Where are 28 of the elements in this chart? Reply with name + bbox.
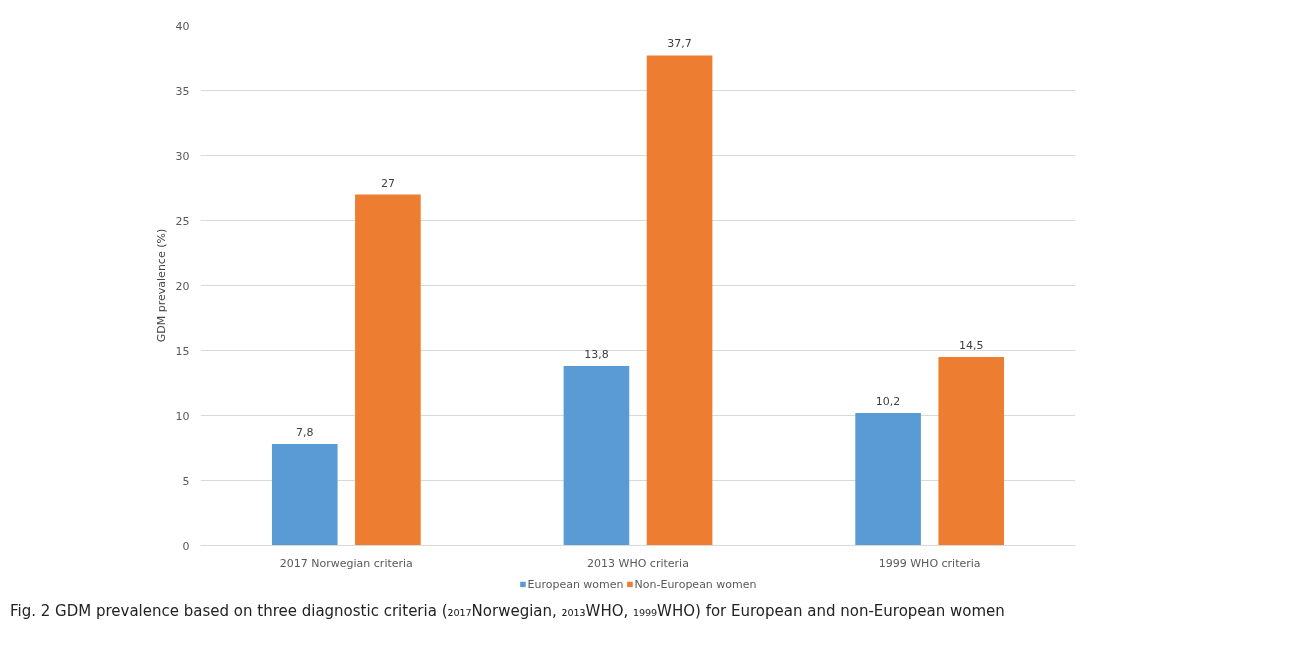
- legend-label: European women: [527, 577, 624, 591]
- data-label: 37,7: [667, 37, 692, 51]
- y-tick-label: 40: [175, 19, 190, 33]
- data-label: 10,2: [875, 394, 901, 408]
- y-tick-label: 30: [175, 149, 190, 163]
- data-label: 14,5: [958, 339, 984, 352]
- data-label: 13,8: [584, 348, 609, 362]
- caption: Fig. 2 GDM prevalence based on three diagnostic criteria (₂₀₁₇Norwegian, ₂₀₁₃WHO, ₁₉₉₉WHO) for European and non-European women: [10, 601, 1005, 622]
- bar: [855, 412, 921, 546]
- y-tick-label: 10: [175, 409, 190, 423]
- y-tick-label: 15: [175, 344, 190, 358]
- x-tick-label: 2013 WHO criteria: [587, 556, 689, 570]
- y-tick-label: 20: [175, 279, 190, 293]
- data-label: 7,8: [296, 426, 314, 440]
- y-tick-label: 35: [175, 84, 190, 98]
- y-axis-title: GDM prevalence (%): [154, 228, 168, 343]
- x-tick-label: 1999 WHO criteria: [878, 556, 981, 570]
- y-tick-label: 0: [182, 539, 190, 553]
- x-tick-label: 2017 Norwegian criteria: [279, 556, 413, 570]
- data-label: 27: [380, 176, 395, 190]
- bar: [938, 357, 1005, 546]
- bar: [271, 444, 338, 546]
- y-tick-label: 25: [175, 214, 190, 228]
- y-tick-label: 5: [182, 474, 190, 488]
- legend-label: Non-European women: [634, 577, 757, 591]
- bar: [646, 55, 713, 546]
- bar: [355, 194, 421, 546]
- bar: [563, 366, 630, 546]
